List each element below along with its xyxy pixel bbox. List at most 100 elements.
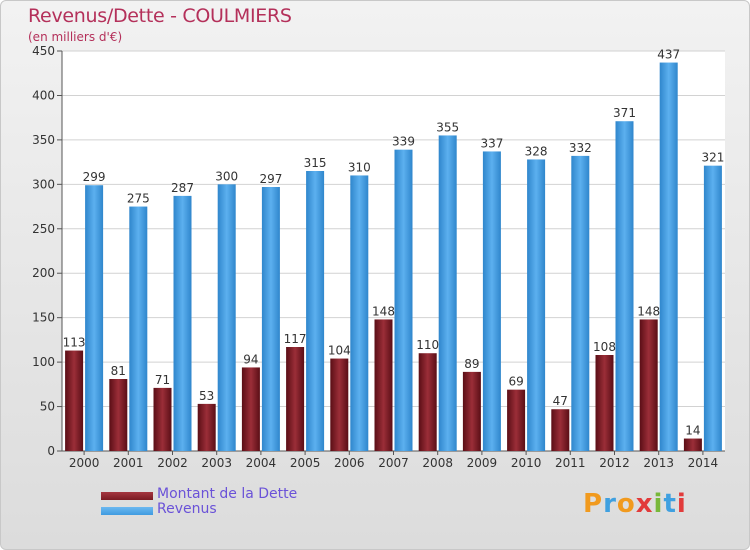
bar-revenue: [261, 187, 280, 451]
data-label-debt: 108: [593, 340, 616, 354]
data-label-revenue: 310: [348, 160, 371, 174]
bar-debt: [286, 347, 305, 451]
x-tick-label: 2012: [599, 456, 630, 470]
bar-debt: [330, 358, 349, 451]
data-label-revenue: 355: [436, 120, 459, 134]
data-label-debt: 94: [243, 352, 258, 366]
logo-letter: i: [676, 489, 687, 519]
bar-debt: [683, 438, 702, 451]
x-tick-label: 2010: [511, 456, 542, 470]
x-tick-label: 2002: [157, 456, 188, 470]
bar-debt: [551, 409, 570, 451]
y-tick-label: 100: [32, 355, 55, 369]
bar-debt: [462, 371, 481, 451]
x-tick-label: 2006: [334, 456, 365, 470]
data-label-debt: 14: [685, 424, 700, 438]
bar-revenue: [173, 195, 192, 451]
y-tick-label: 50: [40, 400, 55, 414]
x-tick-label: 2005: [290, 456, 321, 470]
bar-debt: [595, 355, 614, 451]
data-label-revenue: 337: [480, 136, 503, 150]
bar-revenue: [394, 149, 413, 451]
data-label-revenue: 287: [171, 181, 194, 195]
bar-debt: [109, 379, 128, 451]
logo-letter: x: [635, 489, 654, 519]
bar-debt: [639, 319, 658, 451]
data-label-debt: 69: [508, 375, 523, 389]
x-tick-label: 2013: [643, 456, 674, 470]
data-label-debt: 104: [328, 344, 351, 358]
data-label-revenue: 275: [127, 192, 150, 206]
data-label-debt: 148: [372, 304, 395, 318]
legend-label-revenue: Revenus: [157, 501, 217, 517]
x-tick-label: 2007: [378, 456, 409, 470]
data-label-debt: 148: [637, 304, 660, 318]
bar-revenue: [615, 121, 634, 451]
data-label-revenue: 332: [569, 141, 592, 155]
data-label-debt: 117: [284, 332, 307, 346]
bar-chart: 0 50 100 150 200 250 300 350 400 450 113 299 2000 81 2…: [32, 44, 725, 470]
data-label-revenue: 437: [657, 48, 680, 62]
data-label-debt: 81: [111, 364, 126, 378]
data-label-debt: 71: [155, 373, 170, 387]
bar-revenue: [703, 165, 722, 451]
data-label-revenue: 299: [83, 170, 106, 184]
data-label-revenue: 300: [215, 169, 238, 183]
legend-swatch-revenue: [101, 507, 153, 515]
x-tick-label: 2014: [688, 456, 719, 470]
bar-debt: [374, 319, 393, 451]
bar-revenue: [306, 171, 325, 451]
data-label-debt: 113: [63, 336, 86, 350]
y-tick-label: 300: [32, 177, 55, 191]
data-label-debt: 89: [464, 357, 479, 371]
logo-letter: o: [616, 489, 636, 519]
bar-revenue: [438, 135, 457, 451]
logo-letter: P: [583, 489, 604, 519]
y-tick-label: 400: [32, 88, 55, 102]
plot-area: [62, 51, 725, 451]
data-label-revenue: 315: [304, 156, 327, 170]
bar-revenue: [350, 175, 369, 451]
bar-debt: [153, 387, 172, 451]
x-tick-label: 2000: [69, 456, 100, 470]
bar-revenue: [571, 155, 590, 451]
data-label-debt: 110: [416, 338, 439, 352]
x-tick-label: 2004: [246, 456, 277, 470]
logo-letter: r: [603, 489, 617, 519]
bar-revenue: [129, 206, 148, 451]
bar-revenue: [527, 159, 546, 451]
y-tick-label: 150: [32, 311, 55, 325]
bar-revenue: [482, 151, 501, 451]
data-label-revenue: 371: [613, 106, 636, 120]
y-tick-label: 350: [32, 133, 55, 147]
chart-title: Revenus/Dette - COULMIERS: [28, 5, 292, 27]
legend-label-debt: Montant de la Dette: [157, 486, 298, 502]
data-label-debt: 47: [553, 394, 568, 408]
legend-swatch-debt: [101, 492, 153, 500]
bar-debt: [197, 403, 216, 451]
chart-unit-label: (en milliers d'€): [28, 30, 123, 44]
bar-debt: [418, 353, 437, 451]
bar-revenue: [659, 62, 678, 452]
x-tick-label: 2009: [467, 456, 498, 470]
bar-revenue: [85, 185, 104, 451]
data-label-revenue: 339: [392, 135, 415, 149]
bar-debt: [241, 367, 260, 451]
y-tick-label: 0: [47, 444, 55, 458]
x-tick-label: 2001: [113, 456, 144, 470]
x-tick-label: 2003: [201, 456, 232, 470]
y-tick-label: 200: [32, 266, 55, 280]
bar-debt: [65, 350, 84, 451]
data-label-revenue: 297: [259, 172, 282, 186]
bar-debt: [507, 389, 526, 451]
data-label-revenue: 321: [701, 151, 724, 165]
proxiti-logo: Proxiti: [583, 489, 687, 519]
y-tick-label: 250: [32, 222, 55, 236]
x-tick-label: 2011: [555, 456, 586, 470]
bar-revenue: [217, 184, 236, 452]
logo-letter: t: [663, 489, 677, 519]
y-tick-label: 450: [32, 44, 55, 58]
logo-letter: i: [653, 489, 664, 519]
data-label-debt: 53: [199, 389, 214, 403]
